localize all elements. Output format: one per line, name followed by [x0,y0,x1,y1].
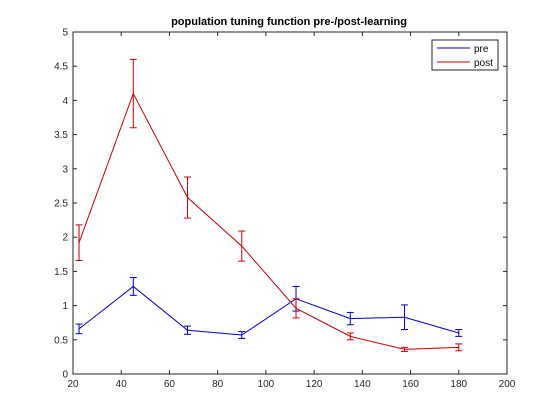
y-tick-label: 5 [62,28,68,39]
error-bar-pre [401,304,409,331]
ticks-layer: 20 40 60 80 100 120 140 160 180 200 0 0.5 1 1.5 2 2.5 3 3… [54,28,516,391]
y-tick-label: 3 [62,164,68,175]
y-tick-label: 1.5 [54,267,68,278]
error-bar-post [184,176,192,219]
y-tick-label: 0 [62,370,68,381]
error-bar-post [346,332,354,341]
error-bar-post [292,298,300,319]
y-tick-label: 2.5 [54,199,68,210]
error-bar-post [238,230,246,262]
x-tick-label: 80 [212,379,224,390]
error-bar-post [129,58,137,129]
x-tick-label: 100 [258,379,275,390]
series-line-post [78,92,459,350]
axes-box [72,31,508,375]
x-tick-label: 40 [116,379,128,390]
y-tick-label: 3.5 [54,130,68,141]
chart-title: population tuning function pre-/post-lea… [171,16,407,28]
legend-label-post: post [474,58,493,69]
legend: pre post [431,39,499,71]
y-tick-label: 0.5 [54,335,68,346]
y-tick-label: 2 [62,233,68,244]
x-tick-label: 20 [67,379,79,390]
error-bar-pre [184,325,192,335]
series-layer [75,58,463,352]
y-tick-label: 4 [62,96,68,107]
x-tick-label: 60 [164,379,176,390]
error-bar-post [401,346,409,352]
error-bar-pre [129,277,137,296]
error-bar-post [455,343,463,352]
y-tick-label: 1 [62,301,68,312]
series-line-pre [78,285,459,336]
series-pre [75,277,463,339]
error-bar-pre [75,323,83,335]
error-bar-pre [238,331,246,339]
legend-label-pre: pre [474,44,489,55]
x-tick-label: 200 [499,379,516,390]
x-tick-label: 160 [402,379,419,390]
series-post [75,58,463,352]
error-bar-pre [346,311,354,326]
legend-box [431,39,499,71]
x-tick-label: 120 [306,379,323,390]
x-tick-label: 180 [450,379,467,390]
error-bar-post [75,224,83,261]
x-tick-label: 140 [354,379,371,390]
error-bar-pre [455,329,463,337]
y-tick-label: 4.5 [54,62,68,73]
